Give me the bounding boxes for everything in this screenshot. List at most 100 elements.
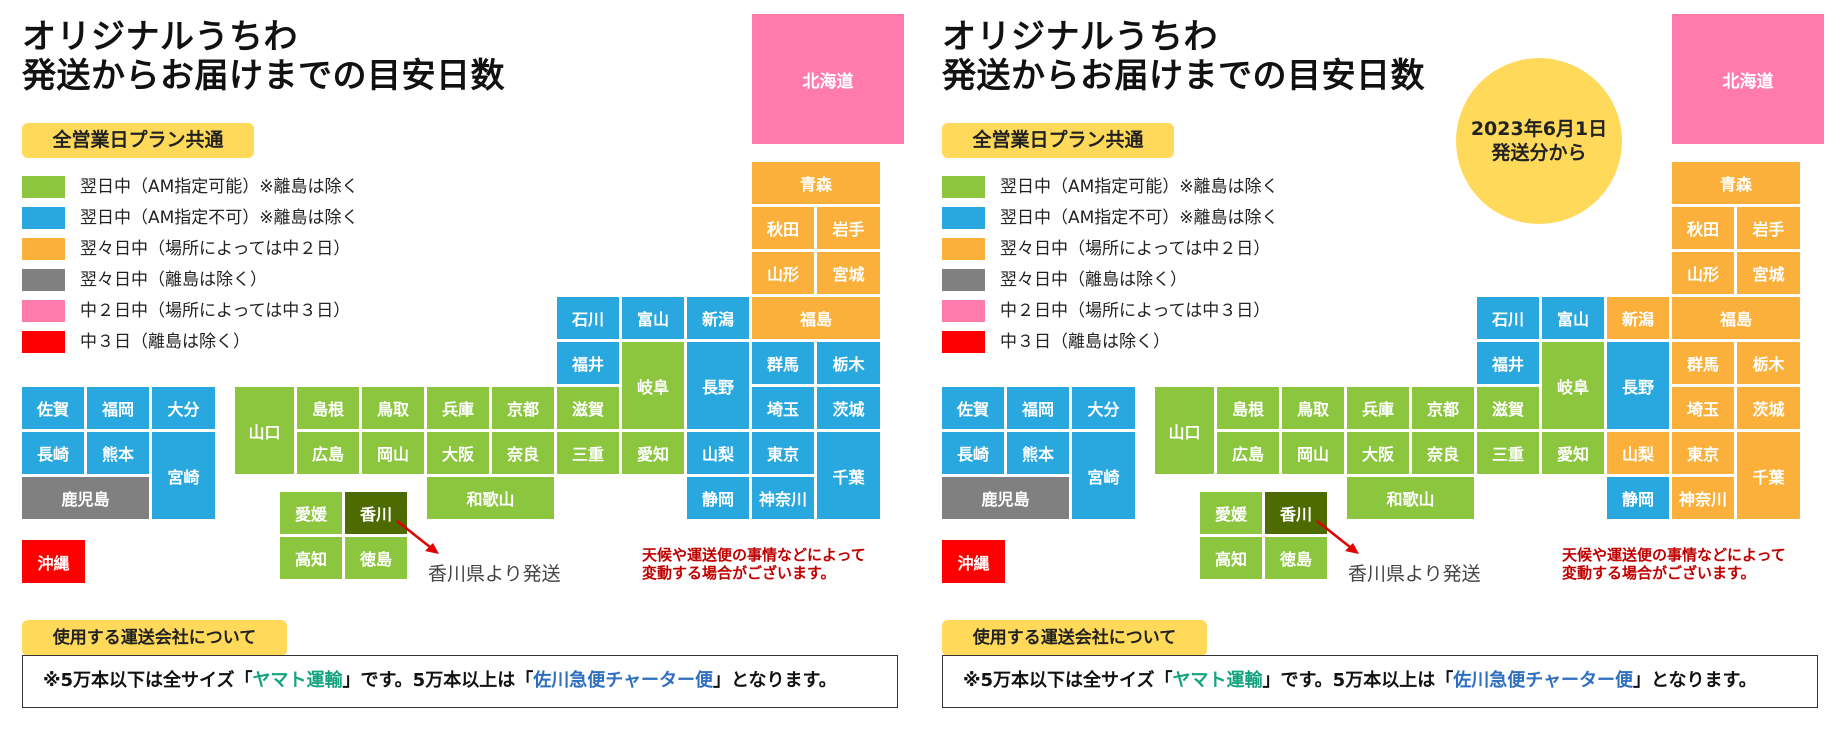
pref-tile: 茨城 <box>817 387 880 429</box>
legend-label: 中３日（離島は除く） <box>80 332 250 352</box>
pref-tile: 福井 <box>1477 342 1539 384</box>
pref-tile: 奈良 <box>1412 432 1474 474</box>
pref-tile: 熊本 <box>87 432 149 474</box>
pref-tile: 奈良 <box>492 432 554 474</box>
panel-after: オリジナルうちわ 発送からお届けまでの目安日数 全営業日プラン共通 2023年6… <box>920 0 1840 738</box>
pref-tile: 東京 <box>752 432 814 474</box>
pref-tile: 山形 <box>1672 252 1734 294</box>
pref-tile: 島根 <box>297 387 359 429</box>
pref-tile: 宮崎 <box>152 432 215 519</box>
pref-tile: 群馬 <box>1672 342 1734 384</box>
panel-before: オリジナルうちわ 発送からお届けまでの目安日数 全営業日プラン共通 翌日中（AM… <box>22 14 904 708</box>
pref-tile: 島根 <box>1217 387 1279 429</box>
pref-tile: 静岡 <box>687 477 749 519</box>
pref-tile: 福岡 <box>87 387 149 429</box>
pref-tile: 福島 <box>1672 297 1800 339</box>
pref-tile: 埼玉 <box>752 387 814 429</box>
pref-tile: 岐阜 <box>1542 342 1604 429</box>
badge-line-2: 発送分から <box>1491 142 1587 164</box>
pref-tile: 鳥取 <box>362 387 424 429</box>
carrier-sagawa: 佐川急便チャーター便 <box>1453 670 1634 691</box>
caution-line-2: 変動する場合がございます。 <box>1562 564 1756 582</box>
pref-tile: 徳島 <box>345 537 407 579</box>
carrier-prefix: ※5万本以下は全サイズ「 <box>963 670 1173 691</box>
pref-tile: 石川 <box>1477 297 1539 339</box>
pref-tile: 北海道 <box>752 14 904 144</box>
legend-label: 翌日中（AM指定可能）※離島は除く <box>1000 177 1279 197</box>
pref-tile: 静岡 <box>1607 477 1669 519</box>
pref-tile: 東京 <box>1672 432 1734 474</box>
pref-tile: 茨城 <box>1737 387 1800 429</box>
pref-tile: 山梨 <box>1607 432 1669 474</box>
legend-label: 翌々日中（場所によっては中２日） <box>80 239 351 259</box>
legend-swatch <box>22 238 65 260</box>
legend-swatch <box>942 238 985 260</box>
pref-tile: 神奈川 <box>752 477 814 519</box>
carrier-yamato: ヤマト運輸 <box>1172 670 1263 691</box>
pref-tile: 愛知 <box>1542 432 1604 474</box>
pref-tile: 三重 <box>1477 432 1539 474</box>
carrier-prefix: ※5万本以下は全サイズ「 <box>43 670 253 691</box>
caution-line-2: 変動する場合がございます。 <box>642 564 836 582</box>
caution-note: 天候や運送便の事情などによって 変動する場合がございます。 <box>1562 546 1786 582</box>
carrier-info: ※5万本以下は全サイズ「ヤマト運輸」です。5万本以上は「佐川急便チャーター便」と… <box>22 655 898 708</box>
pref-tile: 和歌山 <box>1347 477 1474 519</box>
pref-tile: 京都 <box>1412 387 1474 429</box>
legend-label: 翌々日中（離島は除く） <box>80 270 267 290</box>
pref-tile: 埼玉 <box>1672 387 1734 429</box>
pref-tile: 神奈川 <box>1672 477 1734 519</box>
pref-tile: 愛知 <box>622 432 684 474</box>
legend-label: 中２日中（場所によっては中３日） <box>80 301 351 321</box>
pref-tile: 鹿児島 <box>22 477 149 519</box>
pref-tile: 富山 <box>1542 297 1604 339</box>
carrier-middle: 」です。5万本以上は「 <box>342 670 534 691</box>
pref-tile: 滋賀 <box>1477 387 1539 429</box>
pref-tile: 岡山 <box>362 432 424 474</box>
pref-tile: 岩手 <box>817 207 880 249</box>
plan-tag: 全営業日プラン共通 <box>22 123 254 158</box>
carrier-suffix: 」となります。 <box>1633 670 1757 691</box>
pref-tile: 兵庫 <box>1347 387 1409 429</box>
legend-swatch <box>22 176 65 198</box>
pref-tile: 香川 <box>1265 492 1327 534</box>
pref-tile: 大分 <box>152 387 215 429</box>
pref-tile: 高知 <box>280 537 342 579</box>
ship-from-note: 香川県より発送 <box>428 563 561 585</box>
pref-tile: 宮城 <box>817 252 880 294</box>
pref-tile: 宮崎 <box>1072 432 1135 519</box>
pref-tile: 鹿児島 <box>942 477 1069 519</box>
carrier-yamato: ヤマト運輸 <box>252 670 343 691</box>
legend-swatch <box>22 269 65 291</box>
legend-swatch <box>942 207 985 229</box>
legend-swatch <box>942 300 985 322</box>
pref-tile: 秋田 <box>752 207 814 249</box>
pref-tile: 岩手 <box>1737 207 1800 249</box>
badge-line-1: 2023年6月1日 <box>1470 118 1608 140</box>
carrier-tag: 使用する運送会社について <box>942 620 1207 656</box>
pref-tile: 兵庫 <box>427 387 489 429</box>
pref-tile: 山口 <box>235 387 294 474</box>
pref-tile: 秋田 <box>1672 207 1734 249</box>
pref-tile: 愛媛 <box>1200 492 1262 534</box>
legend-swatch <box>22 331 65 353</box>
arrow-icon <box>1316 520 1359 554</box>
pref-tile: 山形 <box>752 252 814 294</box>
legend-label: 翌々日中（場所によっては中２日） <box>1000 239 1271 259</box>
pref-tile: 徳島 <box>1265 537 1327 579</box>
legend-swatch <box>942 176 985 198</box>
pref-tile: 佐賀 <box>22 387 84 429</box>
pref-tile: 三重 <box>557 432 619 474</box>
pref-tile: 長野 <box>1607 342 1669 429</box>
legend-label: 中３日（離島は除く） <box>1000 332 1170 352</box>
pref-tile: 長崎 <box>22 432 84 474</box>
pref-tile: 福岡 <box>1007 387 1069 429</box>
pref-tile: 滋賀 <box>557 387 619 429</box>
pref-tile: 広島 <box>1217 432 1279 474</box>
pref-tile: 新潟 <box>1607 297 1669 339</box>
pref-tile: 大阪 <box>1347 432 1409 474</box>
pref-tile: 新潟 <box>687 297 749 339</box>
pref-tile: 宮城 <box>1737 252 1800 294</box>
legend-swatch <box>22 207 65 229</box>
legend-swatch <box>942 331 985 353</box>
carrier-tag: 使用する運送会社について <box>22 620 287 656</box>
